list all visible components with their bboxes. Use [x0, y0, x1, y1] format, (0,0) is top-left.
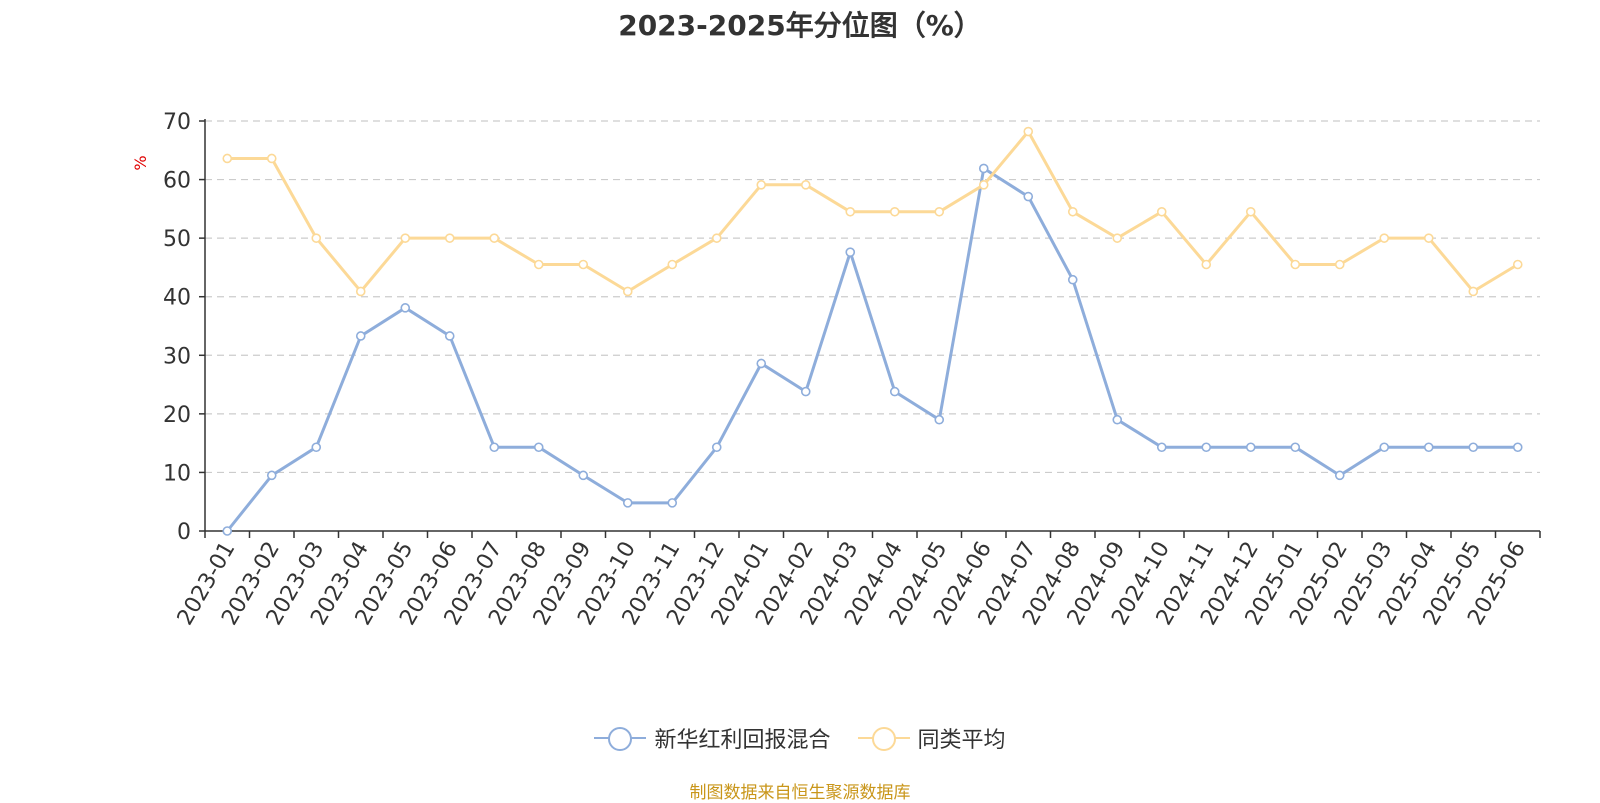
data-point-series-1 — [400, 303, 411, 313]
data-point-series-1 — [1156, 442, 1167, 453]
data-point-series-2 — [1423, 233, 1434, 243]
data-point-series-2 — [1334, 259, 1345, 270]
y-tick-label: 50 — [163, 227, 191, 252]
data-point-series-1 — [1334, 470, 1345, 481]
source-note: 制图数据来自恒生聚源数据库 — [689, 783, 911, 803]
data-point-series-1 — [222, 526, 233, 536]
legend-swatch-series-2 — [857, 726, 910, 751]
y-tick-label: 70 — [163, 110, 191, 135]
data-point-series-1 — [756, 358, 767, 369]
y-tick-label: 60 — [163, 169, 191, 194]
data-point-series-2 — [266, 153, 277, 164]
data-point-series-1 — [1112, 414, 1123, 425]
data-point-series-2 — [1067, 206, 1078, 217]
legend-label-series-1: 新华红利回报混合 — [654, 728, 831, 753]
grid-lines — [205, 120, 1540, 474]
data-point-series-2 — [1201, 259, 1212, 270]
data-point-series-2 — [978, 180, 989, 190]
data-point-series-1 — [622, 498, 633, 508]
data-point-series-1 — [1245, 442, 1256, 453]
legend-label-series-2: 同类平均 — [917, 728, 1006, 753]
data-point-series-1 — [845, 247, 856, 257]
data-point-series-2 — [1156, 206, 1167, 217]
data-point-series-2 — [889, 206, 900, 217]
data-point-series-2 — [1112, 233, 1123, 243]
data-point-series-1 — [311, 442, 322, 453]
data-point-series-2 — [1023, 126, 1034, 137]
data-point-series-1 — [444, 331, 455, 341]
data-point-series-2 — [489, 233, 500, 243]
data-point-series-1 — [1468, 442, 1479, 453]
data-point-series-2 — [845, 206, 856, 217]
data-point-series-2 — [400, 233, 411, 243]
data-points — [222, 126, 1523, 536]
data-point-series-1 — [800, 386, 811, 397]
data-point-series-2 — [1468, 286, 1479, 297]
legend-item-series-1[interactable]: 新华红利回报混合 — [594, 722, 831, 754]
data-point-series-1 — [355, 331, 366, 341]
data-point-series-2 — [667, 259, 678, 270]
y-tick-label: 20 — [163, 403, 191, 428]
data-point-series-2 — [1290, 259, 1301, 270]
data-point-series-1 — [578, 470, 589, 481]
legend-item-series-2[interactable]: 同类平均 — [857, 722, 1006, 754]
data-point-series-1 — [1290, 442, 1301, 453]
data-point-series-2 — [622, 286, 633, 297]
chart-legend: 新华红利回报混合 同类平均 — [0, 722, 1600, 756]
series-lines — [226, 130, 1519, 532]
y-tick-label: 30 — [163, 344, 191, 369]
data-point-series-1 — [1067, 274, 1078, 285]
data-point-series-1 — [1423, 442, 1434, 453]
data-point-series-1 — [889, 386, 900, 397]
data-point-series-1 — [667, 498, 678, 508]
data-point-series-2 — [355, 286, 366, 297]
data-point-series-1 — [1379, 442, 1390, 453]
y-axis-unit-label: % — [131, 155, 150, 170]
data-point-series-1 — [1201, 442, 1212, 453]
data-point-series-2 — [311, 233, 322, 243]
data-point-series-2 — [1245, 206, 1256, 217]
series-line-2 — [227, 130, 1519, 293]
y-tick-label: 40 — [163, 286, 191, 311]
data-point-series-2 — [800, 180, 811, 190]
legend-swatch-series-1 — [594, 726, 647, 751]
data-point-series-1 — [1512, 442, 1523, 453]
data-point-series-1 — [266, 470, 277, 481]
data-point-series-2 — [1379, 233, 1390, 243]
data-point-series-1 — [978, 163, 989, 174]
data-point-series-2 — [711, 233, 722, 243]
data-point-series-1 — [1023, 191, 1034, 202]
data-point-series-2 — [444, 233, 455, 243]
series-line-1 — [226, 166, 1518, 532]
data-point-series-2 — [578, 259, 589, 270]
data-point-series-2 — [1512, 259, 1523, 270]
y-tick-label: 0 — [177, 520, 191, 545]
y-tick-label: 10 — [163, 461, 191, 486]
data-point-series-1 — [934, 414, 945, 425]
data-point-series-1 — [489, 442, 500, 453]
axes: 0102030405060702023-012023-022023-032023… — [163, 110, 1541, 630]
data-point-series-1 — [533, 442, 544, 453]
data-point-series-2 — [934, 206, 945, 217]
data-point-series-2 — [222, 153, 233, 164]
data-point-series-2 — [756, 180, 767, 190]
data-point-series-1 — [711, 442, 722, 453]
chart-title: 2023-2025年分位图（%） — [618, 9, 982, 42]
data-point-series-2 — [533, 259, 544, 270]
